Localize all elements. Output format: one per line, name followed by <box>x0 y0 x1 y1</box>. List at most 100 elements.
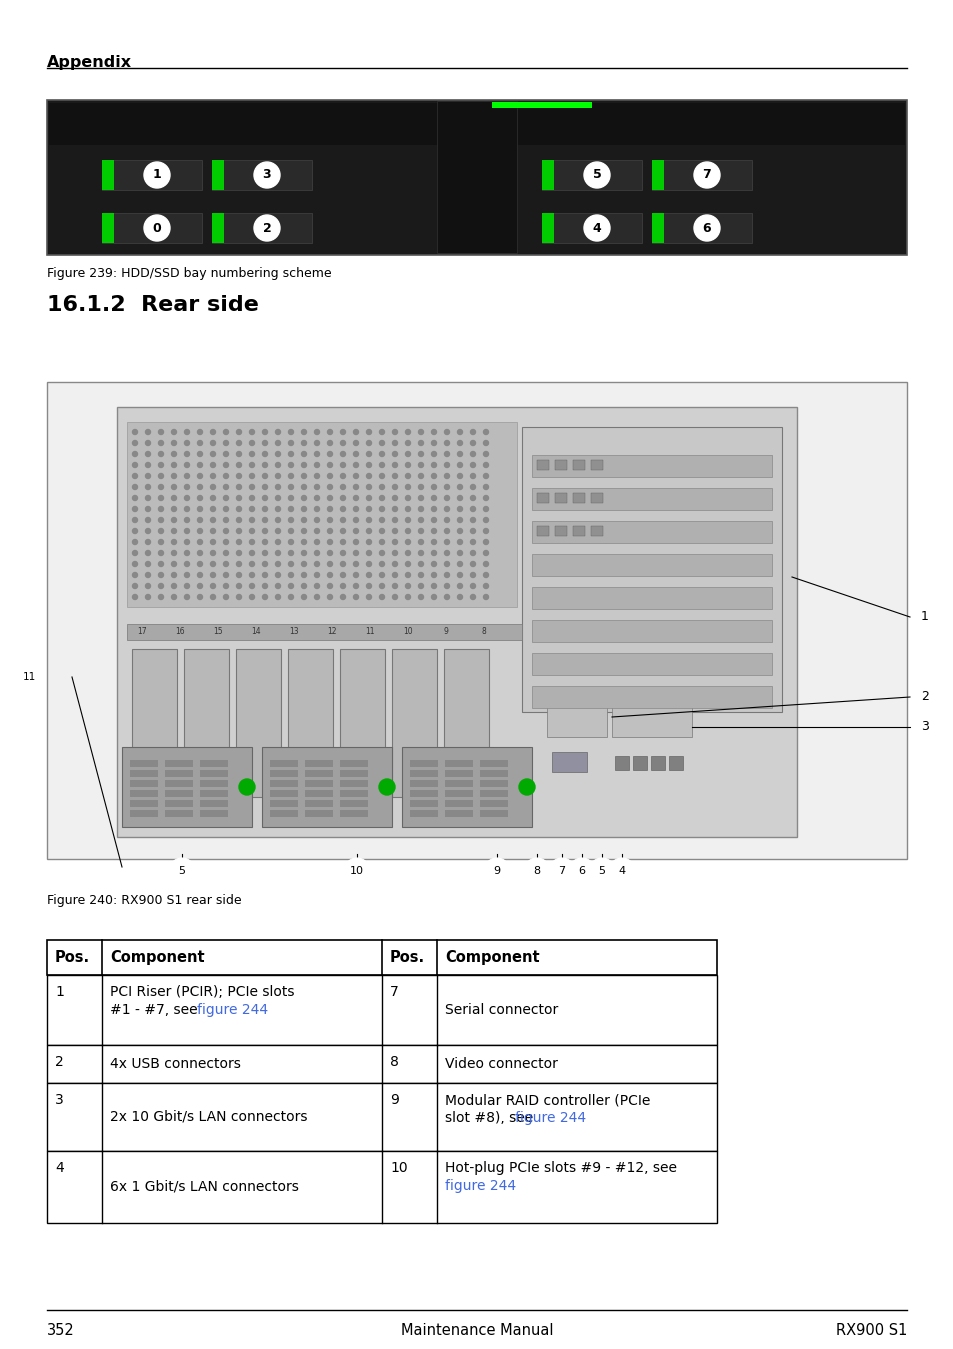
Circle shape <box>340 506 345 511</box>
Circle shape <box>314 584 319 588</box>
Circle shape <box>470 584 475 588</box>
Circle shape <box>418 484 423 490</box>
Circle shape <box>288 572 294 577</box>
Circle shape <box>457 572 462 577</box>
Text: 2: 2 <box>920 691 928 703</box>
Text: 2: 2 <box>262 221 271 235</box>
Circle shape <box>223 561 229 567</box>
Circle shape <box>470 441 475 445</box>
Circle shape <box>132 572 137 577</box>
Bar <box>541 161 641 190</box>
Bar <box>479 809 507 817</box>
Circle shape <box>288 540 294 545</box>
Circle shape <box>184 550 190 556</box>
Circle shape <box>431 506 436 511</box>
Circle shape <box>314 540 319 545</box>
Circle shape <box>470 550 475 556</box>
Circle shape <box>236 529 241 533</box>
Circle shape <box>392 561 397 567</box>
Bar <box>444 791 473 797</box>
Circle shape <box>392 452 397 456</box>
Circle shape <box>288 473 294 479</box>
Circle shape <box>327 463 333 468</box>
Circle shape <box>158 540 163 545</box>
Circle shape <box>366 561 371 567</box>
Circle shape <box>184 495 190 500</box>
Bar <box>127 422 517 607</box>
Circle shape <box>418 506 423 511</box>
Circle shape <box>470 495 475 500</box>
Bar <box>532 587 771 608</box>
Circle shape <box>366 572 371 577</box>
Circle shape <box>169 858 194 884</box>
Bar <box>410 759 437 768</box>
Bar <box>130 780 158 786</box>
Circle shape <box>301 484 306 490</box>
Circle shape <box>262 441 267 445</box>
Circle shape <box>223 529 229 533</box>
Circle shape <box>301 506 306 511</box>
Circle shape <box>431 529 436 533</box>
Circle shape <box>144 162 170 188</box>
Circle shape <box>470 561 475 567</box>
Circle shape <box>197 441 202 445</box>
Circle shape <box>418 463 423 468</box>
Circle shape <box>470 529 475 533</box>
Circle shape <box>250 495 254 500</box>
Circle shape <box>262 506 267 511</box>
Circle shape <box>288 584 294 588</box>
Bar <box>339 759 368 768</box>
Bar <box>651 161 663 190</box>
Bar <box>650 755 664 770</box>
Circle shape <box>236 561 241 567</box>
Circle shape <box>444 518 449 522</box>
Circle shape <box>457 441 462 445</box>
Bar <box>270 809 297 817</box>
Circle shape <box>340 484 345 490</box>
Circle shape <box>275 540 280 545</box>
Bar <box>270 800 297 807</box>
Circle shape <box>288 518 294 522</box>
Bar <box>305 780 333 786</box>
Circle shape <box>184 506 190 511</box>
Circle shape <box>483 518 488 522</box>
Circle shape <box>223 452 229 456</box>
Circle shape <box>275 550 280 556</box>
Circle shape <box>327 506 333 511</box>
Circle shape <box>444 463 449 468</box>
Circle shape <box>344 858 370 884</box>
Circle shape <box>172 595 176 599</box>
Circle shape <box>250 441 254 445</box>
Circle shape <box>262 484 267 490</box>
Circle shape <box>223 584 229 588</box>
Bar <box>555 526 566 536</box>
Circle shape <box>288 463 294 468</box>
Circle shape <box>418 429 423 434</box>
Circle shape <box>366 484 371 490</box>
Circle shape <box>483 550 488 556</box>
Circle shape <box>211 495 215 500</box>
Circle shape <box>354 572 358 577</box>
Circle shape <box>366 529 371 533</box>
Bar <box>443 649 489 797</box>
Circle shape <box>250 463 254 468</box>
Circle shape <box>418 473 423 479</box>
Circle shape <box>250 473 254 479</box>
Circle shape <box>314 572 319 577</box>
Text: 13: 13 <box>289 626 298 635</box>
Circle shape <box>275 572 280 577</box>
Circle shape <box>340 441 345 445</box>
Circle shape <box>405 495 410 500</box>
Bar <box>200 800 228 807</box>
Circle shape <box>250 584 254 588</box>
Text: 14: 14 <box>251 626 260 635</box>
Text: slot #8), see: slot #8), see <box>444 1112 537 1125</box>
Bar <box>200 809 228 817</box>
Bar <box>122 747 252 827</box>
Circle shape <box>262 463 267 468</box>
Circle shape <box>418 518 423 522</box>
Text: 11: 11 <box>22 672 35 683</box>
Circle shape <box>250 561 254 567</box>
Circle shape <box>275 463 280 468</box>
Circle shape <box>379 584 384 588</box>
